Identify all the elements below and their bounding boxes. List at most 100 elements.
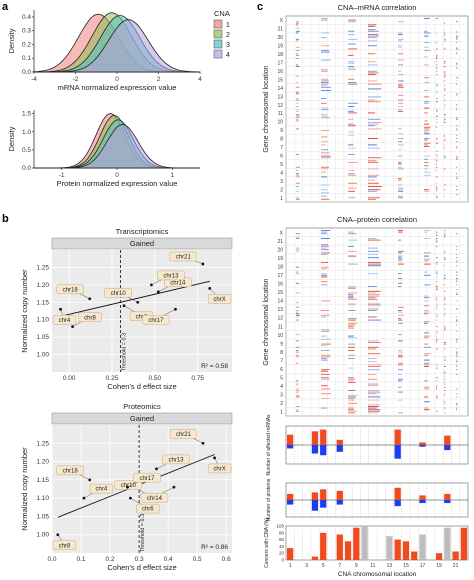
heatmap-cell bbox=[436, 195, 438, 197]
heatmap-cell bbox=[436, 64, 438, 66]
heatmap-cell bbox=[321, 276, 328, 278]
heatmap-cell bbox=[296, 30, 300, 32]
heatmap-cell bbox=[398, 64, 404, 66]
y-tick-label: 1.05 bbox=[36, 334, 49, 341]
heatmap-cell bbox=[456, 308, 458, 310]
heatmap-cell bbox=[444, 378, 446, 380]
heatmap-cell bbox=[348, 292, 358, 294]
heatmap-cell bbox=[321, 343, 331, 345]
heatmap-cell bbox=[368, 160, 377, 162]
heatmap-cell bbox=[368, 45, 377, 47]
point-label-chr6: chr6 bbox=[142, 507, 154, 513]
pct-tick-label: 20 bbox=[279, 551, 285, 556]
heatmap-cell bbox=[456, 130, 458, 131]
bar-loss bbox=[311, 500, 319, 511]
heatmap-cell bbox=[296, 383, 299, 385]
heatmap-cell bbox=[436, 410, 438, 412]
heatmap-cell bbox=[296, 250, 299, 252]
heatmap-cell bbox=[296, 356, 300, 358]
r-squared-label: R² = 0.58 bbox=[201, 363, 228, 370]
heatmap-cell bbox=[444, 114, 446, 115]
heatmap-cell bbox=[436, 348, 438, 350]
plot-background bbox=[52, 425, 232, 553]
heatmap-cell bbox=[436, 83, 438, 85]
heatmap-cell bbox=[436, 273, 438, 275]
heatmap-cell bbox=[436, 32, 438, 34]
heatmap-cell bbox=[424, 77, 429, 79]
label-box-chr17 bbox=[133, 472, 161, 483]
heatmap-cell bbox=[296, 311, 299, 313]
heatmap-cell bbox=[398, 257, 402, 259]
heatmap-cell bbox=[444, 258, 446, 260]
legend-swatch-4 bbox=[213, 49, 223, 59]
bar-x-tick-label: 7 bbox=[338, 563, 341, 569]
y-tick-label: 1.15 bbox=[36, 477, 49, 484]
heatmap-cell bbox=[348, 337, 358, 339]
heatmap-cell bbox=[321, 90, 331, 91]
heatmap-cell bbox=[444, 236, 446, 238]
bar-percent bbox=[336, 534, 343, 560]
heatmap-cell bbox=[424, 238, 431, 239]
heatmap-cell bbox=[398, 374, 402, 375]
heatmap-cell bbox=[424, 123, 430, 125]
heatmap-cell bbox=[424, 297, 430, 299]
heatmap-cell bbox=[424, 310, 429, 311]
heatmap-row-label: 13 bbox=[277, 94, 283, 100]
bar-loss bbox=[311, 445, 319, 454]
heatmap-cell bbox=[321, 230, 331, 231]
heatmap-cell bbox=[296, 75, 299, 77]
heatmap-cell bbox=[398, 109, 402, 111]
heatmap-cell bbox=[456, 37, 458, 39]
heatmap-cell bbox=[436, 335, 438, 337]
heatmap-cell bbox=[368, 138, 378, 139]
heatmap-cell bbox=[456, 319, 458, 321]
heatmap-row-label: 18 bbox=[277, 264, 283, 270]
heatmap-cell bbox=[456, 246, 458, 247]
heatmap-cell bbox=[368, 353, 381, 355]
heatmap-cell bbox=[296, 173, 300, 175]
heatmap-cell bbox=[456, 356, 458, 358]
heatmap-cell bbox=[348, 255, 357, 257]
heatmap-cell bbox=[296, 66, 300, 67]
heatmap-cell bbox=[321, 166, 329, 168]
bar-x-tick-label: 3 bbox=[305, 563, 308, 569]
heatmap-cell bbox=[444, 412, 446, 414]
heatmap-cell bbox=[444, 407, 446, 409]
heatmap-cell bbox=[398, 179, 402, 181]
heatmap-cell bbox=[321, 107, 328, 109]
heatmap-cell bbox=[296, 249, 300, 251]
heatmap-cell bbox=[436, 326, 438, 327]
heatmap-cell bbox=[424, 133, 430, 135]
heatmap-cell bbox=[424, 346, 431, 348]
heatmap-cell bbox=[456, 134, 458, 136]
heatmap-row-label: 17 bbox=[277, 273, 283, 279]
heatmap-cell bbox=[424, 396, 429, 398]
heatmap-cell bbox=[368, 197, 381, 199]
heatmap-row-label: 17 bbox=[277, 61, 283, 67]
heatmap-cell bbox=[456, 42, 458, 43]
heatmap-cell bbox=[321, 329, 330, 331]
heatmap-cell bbox=[436, 42, 438, 43]
bar-x-tick-label: 17 bbox=[420, 563, 426, 569]
heatmap-cell bbox=[456, 128, 458, 130]
heatmap-cell bbox=[368, 88, 382, 90]
heatmap-cell bbox=[296, 82, 299, 83]
heatmap-cell bbox=[444, 372, 446, 374]
heatmap-cell bbox=[348, 402, 358, 404]
heatmap-row-label: 10 bbox=[277, 333, 283, 339]
heatmap-cell bbox=[296, 391, 299, 393]
heatmap-cell bbox=[348, 154, 356, 155]
heatmap-cell bbox=[436, 101, 438, 103]
heatmap-cell bbox=[348, 112, 358, 114]
heatmap-cell bbox=[436, 158, 438, 160]
heatmap-cell bbox=[456, 141, 458, 143]
heatmap-cell bbox=[436, 74, 438, 75]
legend-swatch-3 bbox=[213, 39, 223, 49]
heatmap-cell bbox=[321, 359, 328, 361]
heatmap-cell bbox=[444, 40, 446, 42]
heatmap-cell bbox=[444, 147, 446, 149]
heatmap-row-label: 5 bbox=[280, 376, 283, 382]
heatmap-cell bbox=[456, 93, 458, 95]
heatmap-cell bbox=[348, 294, 354, 295]
